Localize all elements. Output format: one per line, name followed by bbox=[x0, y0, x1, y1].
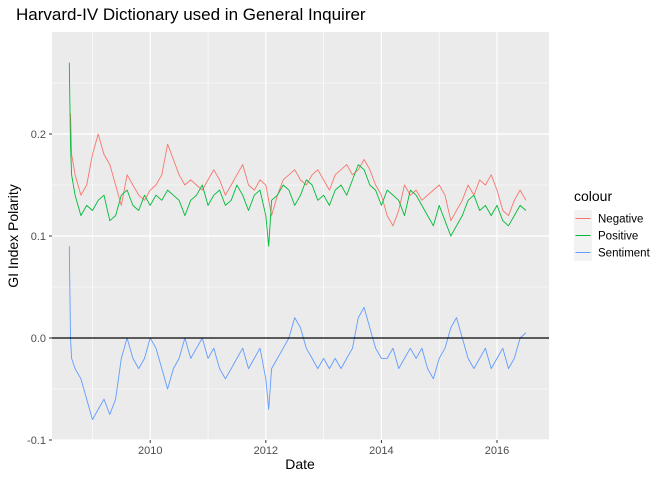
x-tick-label: 2012 bbox=[254, 445, 278, 457]
y-tick-label: 0.0 bbox=[31, 333, 46, 345]
x-tick-label: 2016 bbox=[485, 445, 509, 457]
legend-label: Negative bbox=[598, 214, 643, 226]
legend: colour Negative Positive Sentiment bbox=[574, 188, 651, 261]
y-tick-label: 0.1 bbox=[31, 231, 46, 243]
legend-label: Positive bbox=[598, 231, 638, 243]
x-tick-label: 2014 bbox=[369, 445, 393, 457]
legend-item-negative: Negative bbox=[574, 210, 643, 227]
y-tick-label: 0.2 bbox=[31, 129, 46, 141]
legend-item-positive: Positive bbox=[574, 227, 638, 244]
series-line-negative bbox=[70, 113, 527, 227]
legend-label: Sentiment bbox=[598, 248, 651, 260]
axis-ticks: 2010 2012 2014 2016 -0.1 0.0 0.1 0.2 bbox=[27, 129, 509, 457]
x-tick-label: 2010 bbox=[138, 445, 162, 457]
y-axis-title: GI Index Polarity bbox=[5, 184, 21, 288]
y-tick-label: -0.1 bbox=[27, 435, 46, 447]
chart-title: Harvard-IV Dictionary used in General In… bbox=[16, 5, 366, 24]
series-line-positive bbox=[68, 62, 527, 247]
legend-title: colour bbox=[574, 188, 612, 204]
legend-item-sentiment: Sentiment bbox=[574, 244, 651, 261]
x-axis-title: Date bbox=[285, 456, 315, 472]
